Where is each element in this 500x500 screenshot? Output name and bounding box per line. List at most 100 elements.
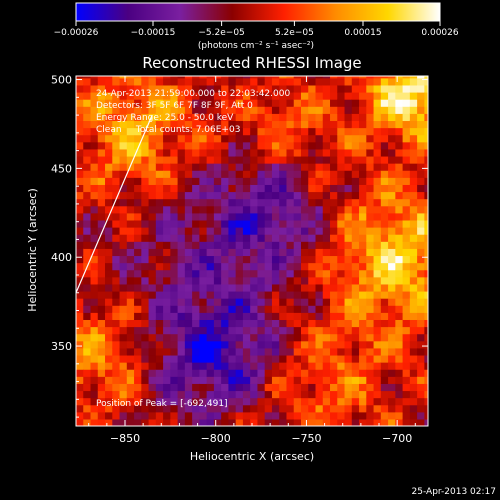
heatmap-cell bbox=[148, 170, 157, 178]
heatmap-cell bbox=[228, 290, 237, 299]
heatmap-cell bbox=[90, 127, 99, 136]
heatmap-cell bbox=[97, 362, 106, 370]
heatmap-cell bbox=[97, 283, 106, 292]
heatmap-cell bbox=[279, 155, 288, 164]
heatmap-cell bbox=[199, 134, 208, 143]
heatmap-cell bbox=[148, 418, 157, 426]
heatmap-cell bbox=[250, 269, 259, 278]
heatmap-cell bbox=[242, 191, 251, 200]
heatmap-cell bbox=[235, 170, 244, 178]
heatmap-cell bbox=[279, 319, 288, 328]
heatmap-cell bbox=[380, 283, 389, 292]
heatmap-cell bbox=[388, 84, 396, 93]
heatmap-cell bbox=[424, 99, 428, 107]
heatmap-cell bbox=[409, 155, 418, 164]
heatmap-cell bbox=[264, 283, 273, 292]
heatmap-cell bbox=[112, 163, 121, 171]
heatmap-cell bbox=[213, 418, 222, 426]
heatmap-cell bbox=[330, 106, 338, 114]
heatmap-cell bbox=[366, 354, 375, 363]
heatmap-cell bbox=[221, 77, 230, 86]
heatmap-cell bbox=[90, 404, 99, 413]
heatmap-cell bbox=[213, 234, 222, 242]
heatmap-cell bbox=[192, 369, 200, 377]
x-tick-label: −750 bbox=[291, 432, 321, 445]
heatmap-cell bbox=[424, 177, 428, 185]
heatmap-cell bbox=[395, 276, 404, 285]
heatmap-cell bbox=[359, 283, 367, 292]
heatmap-cell bbox=[330, 99, 338, 107]
heatmap-cell bbox=[155, 276, 164, 285]
heatmap-cell bbox=[279, 148, 288, 157]
heatmap-cell bbox=[126, 76, 135, 79]
heatmap-cell bbox=[257, 383, 266, 392]
heatmap-cell bbox=[293, 148, 302, 157]
heatmap-cell bbox=[315, 383, 324, 392]
heatmap-cell bbox=[76, 305, 84, 313]
heatmap-cell bbox=[206, 290, 215, 299]
heatmap-cell bbox=[105, 248, 113, 257]
heatmap-cell bbox=[228, 219, 237, 228]
heatmap-cell bbox=[257, 198, 266, 207]
heatmap-cell bbox=[206, 369, 215, 377]
heatmap-cell bbox=[105, 113, 113, 122]
heatmap-cell bbox=[257, 312, 266, 321]
heatmap-cell bbox=[373, 148, 382, 157]
heatmap-cell bbox=[90, 241, 99, 249]
heatmap-cell bbox=[76, 191, 84, 200]
heatmap-cell bbox=[388, 397, 396, 406]
heatmap-cell bbox=[141, 326, 150, 335]
heatmap-cell bbox=[286, 248, 295, 257]
heatmap-cell bbox=[293, 276, 302, 285]
heatmap-cell bbox=[97, 205, 106, 214]
heatmap-cell bbox=[112, 148, 121, 157]
heatmap-cell bbox=[322, 333, 331, 342]
heatmap-cell bbox=[90, 276, 99, 285]
heatmap-cell bbox=[213, 106, 222, 114]
heatmap-cell bbox=[134, 390, 142, 399]
heatmap-cell bbox=[228, 369, 237, 377]
heatmap-cell bbox=[199, 283, 208, 292]
heatmap-cell bbox=[119, 248, 128, 257]
heatmap-cell bbox=[177, 141, 186, 150]
heatmap-cell bbox=[264, 148, 273, 157]
heatmap-cell bbox=[148, 191, 157, 200]
heatmap-cell bbox=[388, 120, 396, 129]
heatmap-cell bbox=[141, 198, 150, 207]
heatmap-cell bbox=[155, 99, 164, 107]
heatmap-cell bbox=[250, 184, 259, 193]
heatmap-cell bbox=[300, 191, 309, 200]
heatmap-cell bbox=[213, 354, 222, 363]
heatmap-cell bbox=[359, 170, 367, 178]
heatmap-cell bbox=[184, 84, 193, 93]
heatmap-cell bbox=[380, 241, 389, 249]
heatmap-cell bbox=[322, 340, 331, 349]
heatmap-cell bbox=[409, 205, 418, 214]
heatmap-cell bbox=[351, 362, 360, 370]
heatmap-cell bbox=[337, 84, 346, 93]
heatmap-cell bbox=[388, 305, 396, 313]
heatmap-cell bbox=[228, 340, 237, 349]
heatmap-cell bbox=[417, 376, 425, 384]
heatmap-cell bbox=[322, 411, 331, 420]
heatmap-cell bbox=[337, 241, 346, 249]
heatmap-cell bbox=[112, 155, 121, 164]
heatmap-cell bbox=[315, 212, 324, 221]
heatmap-cell bbox=[112, 383, 121, 392]
heatmap-cell bbox=[308, 326, 317, 335]
heatmap-cell bbox=[330, 255, 338, 264]
colorbar-tick-label: −0.00026 bbox=[54, 28, 99, 38]
heatmap-cell bbox=[337, 198, 346, 207]
heatmap-cell bbox=[221, 319, 230, 328]
heatmap-cell bbox=[119, 120, 128, 129]
heatmap-cell bbox=[264, 134, 273, 143]
heatmap-cell bbox=[359, 319, 367, 328]
heatmap-cell bbox=[170, 397, 179, 406]
heatmap-cell bbox=[257, 191, 266, 200]
heatmap-cell bbox=[184, 383, 193, 392]
heatmap-cell bbox=[279, 163, 288, 171]
heatmap-cell bbox=[112, 276, 121, 285]
heatmap-cell bbox=[351, 170, 360, 178]
heatmap-cell bbox=[90, 390, 99, 399]
heatmap-cell bbox=[315, 276, 324, 285]
